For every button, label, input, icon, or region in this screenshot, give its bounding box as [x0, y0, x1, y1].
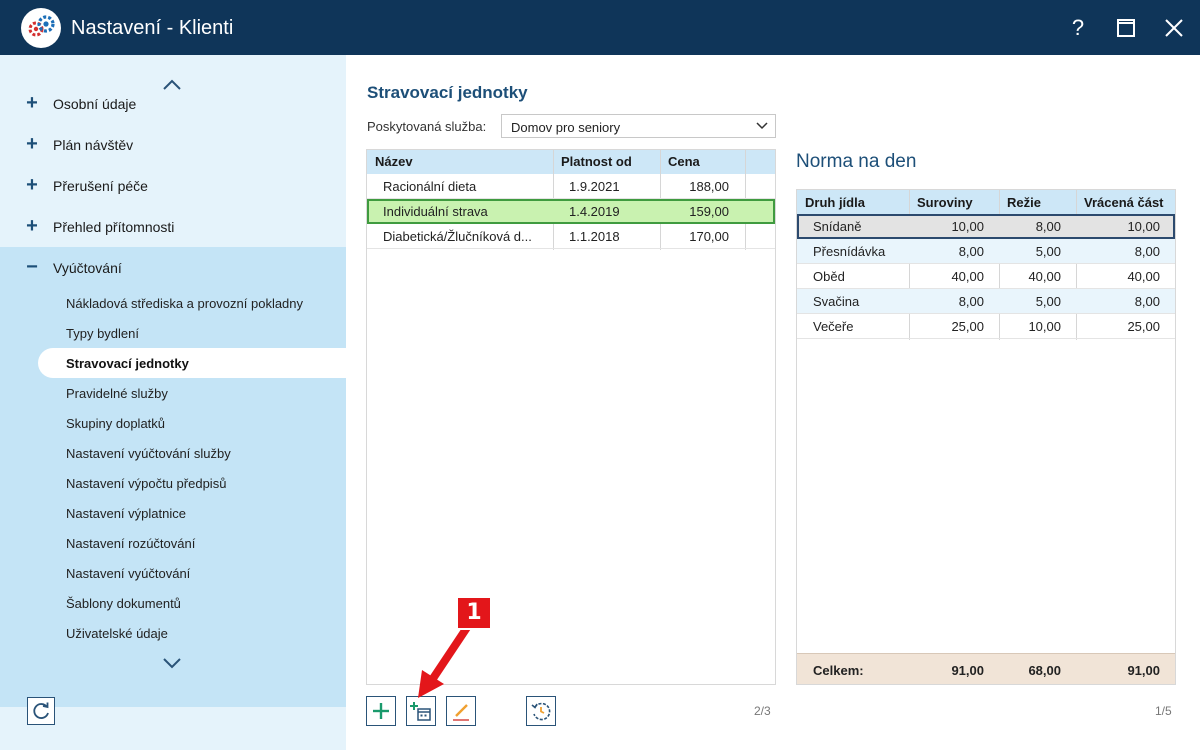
- column-header-suroviny[interactable]: Suroviny: [917, 195, 973, 210]
- sidebar-subitem-stravovaci-jednotky[interactable]: Stravovací jednotky: [38, 348, 346, 378]
- norma-row[interactable]: Večeře 25,00 10,00 25,00: [797, 314, 1175, 339]
- table-row[interactable]: Diabetická/Žlučníková d... 1.1.2018 170,…: [367, 224, 775, 249]
- norma-pager: 1/5: [1155, 704, 1172, 718]
- table-row[interactable]: Racionální dieta 1.9.2021 188,00: [367, 174, 775, 199]
- sidebar-item-osobni-udaje[interactable]: + Osobní údaje: [0, 83, 346, 124]
- column-divider: [1076, 190, 1077, 340]
- chevron-up-icon: [163, 79, 181, 90]
- norma-table: Druh jídla Suroviny Režie Vrácená část S…: [796, 189, 1176, 685]
- plus-icon: +: [26, 174, 38, 196]
- add-validity-icon: [410, 702, 431, 721]
- table-pager: 2/3: [754, 704, 771, 718]
- sidebar-subitem-typy-bydleni[interactable]: Typy bydlení: [66, 326, 139, 341]
- scroll-down-button[interactable]: [160, 653, 184, 673]
- scroll-up-button[interactable]: [160, 75, 184, 95]
- window-title: Nastavení - Klienti: [71, 17, 234, 39]
- plus-icon: +: [26, 92, 38, 114]
- chevron-down-icon: [756, 122, 768, 130]
- callout-arrow-icon: [418, 623, 472, 698]
- total-rezie: 68,00: [1028, 663, 1061, 678]
- column-header-vracena-cast[interactable]: Vrácená část: [1084, 195, 1164, 210]
- norma-row-selected[interactable]: Snídaně 10,00 8,00 10,00: [797, 214, 1175, 239]
- sidebar-subitem-skupiny-doplatku[interactable]: Skupiny doplatků: [66, 416, 166, 431]
- sidebar: + Osobní údaje + Plán návštěv + Přerušen…: [0, 55, 346, 750]
- sidebar-item-prehled-pritomnosti[interactable]: + Přehled přítomnosti: [0, 206, 346, 247]
- plus-icon: +: [26, 215, 38, 237]
- sidebar-item-label: Přehled přítomnosti: [53, 219, 175, 235]
- total-suroviny: 91,00: [951, 663, 984, 678]
- page-title: Stravovací jednotky: [367, 83, 528, 102]
- maximize-icon: [1117, 19, 1135, 37]
- sidebar-subitem-nastaveni-vyplatnice[interactable]: Nastavení výplatnice: [66, 506, 186, 521]
- plus-icon: +: [26, 133, 38, 155]
- sidebar-subitem-sablony-dokumentu[interactable]: Šablony dokumentů: [66, 596, 181, 611]
- sidebar-subitem-pravidelne-sluzby[interactable]: Pravidelné služby: [66, 386, 168, 401]
- service-label: Poskytovaná služba:: [367, 119, 487, 134]
- edit-icon: [453, 704, 469, 721]
- norma-title: Norma na den: [796, 151, 917, 172]
- total-vracena-cast: 91,00: [1127, 663, 1160, 678]
- edit-button[interactable]: [446, 696, 476, 726]
- norma-row[interactable]: Přesnídávka 8,00 5,00 8,00: [797, 239, 1175, 264]
- sidebar-subitem-nakladova-strediska[interactable]: Nákladová střediska a provozní pokladny: [66, 296, 304, 311]
- table-header: Název Platnost od Cena: [367, 150, 775, 174]
- column-header-nazev[interactable]: Název: [375, 154, 413, 169]
- service-select[interactable]: Domov pro seniory: [501, 114, 776, 138]
- sidebar-item-label: Vyúčtování: [53, 260, 122, 276]
- add-button[interactable]: [366, 696, 396, 726]
- close-icon: [1165, 19, 1183, 37]
- column-header-druh-jidla[interactable]: Druh jídla: [805, 195, 865, 210]
- sidebar-subitem-uzivatelske-udaje[interactable]: Uživatelské údaje: [66, 626, 168, 641]
- title-bar: Nastavení - Klienti ?: [0, 0, 1200, 55]
- sidebar-expanded-section: [0, 247, 346, 707]
- meal-units-table: Název Platnost od Cena Racionální dieta …: [366, 149, 776, 685]
- history-icon: [531, 702, 551, 721]
- sidebar-subitem-nastaveni-vyuctovani[interactable]: Nastavení vyúčtování: [66, 566, 191, 581]
- column-header-rezie[interactable]: Režie: [1007, 195, 1041, 210]
- column-divider: [999, 190, 1000, 340]
- sidebar-subitem-nastaveni-vypoctu-predpisu[interactable]: Nastavení výpočtu předpisů: [66, 476, 227, 491]
- chevron-down-icon: [163, 658, 181, 669]
- service-select-value: Domov pro seniory: [511, 120, 621, 135]
- help-button[interactable]: ?: [1071, 15, 1085, 40]
- sidebar-item-vyuctovani[interactable]: − Vyúčtování: [0, 247, 346, 288]
- norma-total-row: Celkem: 91,00 68,00 91,00: [797, 653, 1175, 684]
- add-validity-button[interactable]: [406, 696, 436, 726]
- column-divider: [909, 190, 910, 340]
- column-header-cena[interactable]: Cena: [668, 154, 700, 169]
- close-button[interactable]: [1158, 12, 1190, 44]
- sidebar-item-plan-navstev[interactable]: + Plán návštěv: [0, 124, 346, 165]
- sidebar-item-label: Plán návštěv: [53, 137, 134, 153]
- norma-row[interactable]: Oběd 40,00 40,00 40,00: [797, 264, 1175, 289]
- sidebar-subitem-nastaveni-rozuctovani[interactable]: Nastavení rozúčtování: [66, 536, 196, 551]
- total-label: Celkem:: [813, 663, 864, 678]
- maximize-button[interactable]: [1110, 12, 1142, 44]
- refresh-icon: [33, 702, 49, 719]
- norma-table-header: Druh jídla Suroviny Režie Vrácená část: [797, 190, 1175, 214]
- sidebar-item-label: Osobní údaje: [53, 96, 137, 112]
- app-logo-icon: [21, 8, 61, 48]
- table-row-selected[interactable]: Individuální strava 1.4.2019 159,00: [367, 199, 775, 224]
- add-icon: [373, 703, 389, 719]
- refresh-button[interactable]: [27, 697, 55, 725]
- sidebar-item-preruseni-pece[interactable]: + Přerušení péče: [0, 165, 346, 206]
- column-header-platnost-od[interactable]: Platnost od: [561, 154, 632, 169]
- callout-badge: 1: [456, 596, 492, 630]
- norma-row[interactable]: Svačina 8,00 5,00 8,00: [797, 289, 1175, 314]
- minus-icon: −: [26, 256, 38, 278]
- history-button[interactable]: [526, 696, 556, 726]
- sidebar-item-label: Přerušení péče: [53, 178, 148, 194]
- sidebar-subitem-nastaveni-vyuctovani-sluzby[interactable]: Nastavení vyúčtování služby: [66, 446, 231, 461]
